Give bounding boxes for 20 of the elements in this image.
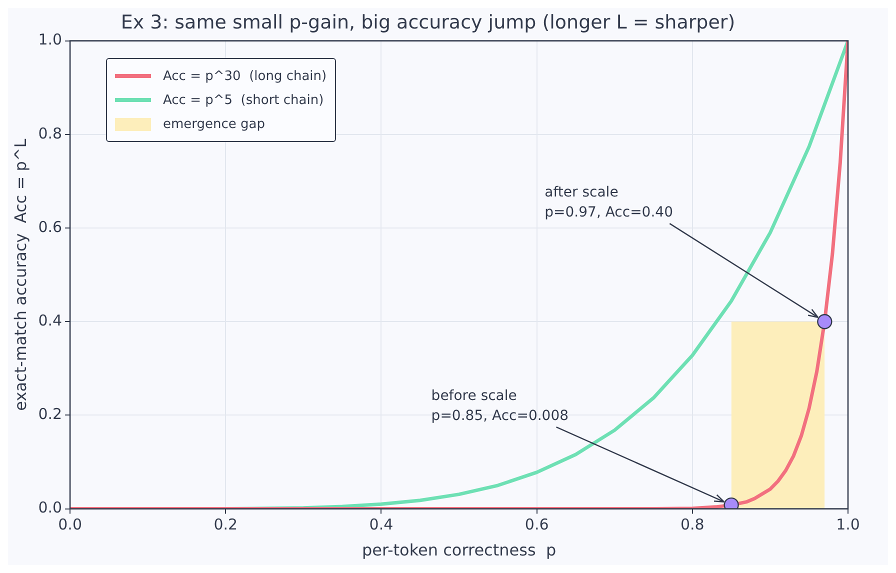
x-tick-label: 0.6 (524, 516, 549, 534)
y-tick-label: 0.8 (38, 124, 62, 142)
legend-label: Acc = p^30 (long chain) (163, 68, 327, 84)
x-tick-label: 0.0 (58, 516, 82, 534)
x-tick-label: 0.2 (214, 516, 238, 534)
y-tick-label: 1.0 (38, 30, 62, 49)
x-tick-label: 0.8 (680, 516, 704, 534)
y-tick-label: 0.4 (38, 311, 62, 330)
annotation: after scale p=0.97, Acc=0.40 (544, 184, 673, 221)
legend-label: emergence gap (163, 116, 266, 132)
x-axis-title: per-token correctness p (362, 540, 556, 560)
y-tick-label: 0.2 (38, 405, 62, 424)
x-tick-label: 0.4 (369, 516, 394, 534)
y-tick-label: 0.0 (38, 498, 62, 517)
y-axis-title: exact-match accuracy Acc = p^L (10, 138, 30, 411)
annotation: before scale p=0.85, Acc=0.008 (431, 388, 569, 424)
legend-label: Acc = p^5 (short chain) (163, 92, 324, 108)
y-tick-label: 0.6 (38, 218, 62, 236)
x-tick-label: 1.0 (836, 516, 860, 534)
chart-title: Ex 3: same small p-gain, big accuracy jump (longer L = sharper) (120, 11, 736, 34)
